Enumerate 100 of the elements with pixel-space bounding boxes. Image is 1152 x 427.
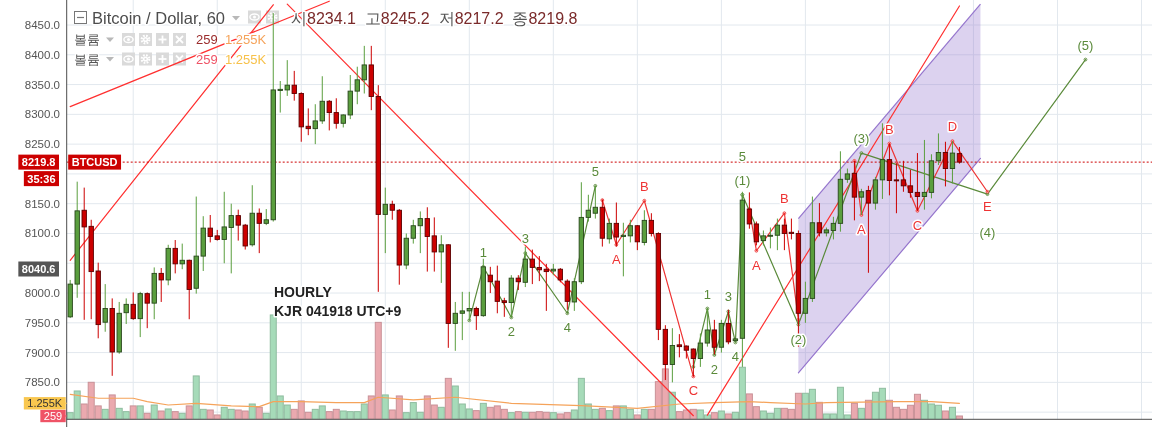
y-tick-label: 8150.0: [24, 197, 60, 210]
candlestick: [879, 122, 886, 200]
candlestick: [158, 267, 164, 303]
annotation: 5: [738, 148, 746, 164]
annotation: C: [688, 383, 699, 399]
annotation: KJR 041918 UTC+9: [274, 303, 402, 319]
y-tick-label: 8300.0: [24, 108, 60, 121]
bar: [633, 414, 641, 420]
bar: [437, 406, 445, 420]
bar: [857, 407, 865, 420]
candlestick: [753, 221, 760, 246]
candlestick: [620, 222, 626, 277]
y-tick-label: 8000.0: [24, 287, 60, 300]
bar: [640, 408, 648, 420]
annotation: 1: [479, 244, 487, 260]
annotation: E: [983, 198, 993, 214]
bar: [948, 406, 956, 420]
candlestick: [872, 176, 879, 211]
y-tick-label: 8350.0: [24, 78, 60, 91]
text: 35:36: [27, 172, 56, 185]
bar: [955, 415, 963, 420]
candlestick: [781, 218, 788, 251]
y-tick-label: 8450.0: [24, 19, 60, 32]
bar: [472, 410, 480, 420]
candlestick: [907, 169, 914, 199]
annotation: B: [640, 178, 649, 194]
candlestick: [676, 333, 683, 358]
text: Bitcoin / Dollar, 60: [92, 8, 225, 27]
annotation: 4: [563, 320, 571, 336]
annotation: 2: [507, 324, 515, 340]
bar: [136, 405, 144, 420]
annotation: (1): [734, 172, 751, 188]
bar: [717, 410, 725, 420]
candlestick: [802, 281, 809, 324]
candlestick: [669, 327, 676, 383]
annotation: (4): [979, 225, 996, 241]
bar: [157, 410, 165, 420]
y-tick-label: 7950.0: [24, 316, 60, 329]
bar: [521, 411, 529, 420]
candlestick: [382, 187, 388, 254]
y-tick-label: 8400.0: [24, 48, 60, 61]
bar: [185, 405, 193, 420]
candlestick: [921, 139, 928, 211]
y-tick-label: 8250.0: [24, 138, 60, 151]
candlestick: [865, 185, 872, 274]
bar: [710, 412, 718, 420]
bar: [171, 411, 179, 420]
candlestick: [256, 207, 262, 254]
candlestick: [774, 218, 781, 251]
candlestick: [718, 319, 725, 354]
bar: [381, 394, 389, 420]
annotation: 4: [731, 349, 739, 365]
y-tick-label: 8100.0: [24, 227, 60, 240]
annotation: 3: [521, 231, 529, 247]
bar: [248, 403, 256, 420]
annotation: (5): [1077, 37, 1094, 53]
annotation: A: [612, 251, 622, 267]
candlestick: [172, 239, 178, 274]
candlestick: [179, 243, 185, 270]
annotation: 1: [703, 286, 711, 302]
bar: [598, 407, 606, 420]
annotation: BTCUSD: [71, 156, 118, 169]
annotation: 3: [724, 289, 732, 305]
annotation: A: [857, 222, 867, 238]
bar: [143, 412, 151, 420]
bar: [255, 406, 263, 420]
candlestick: [648, 212, 655, 237]
bar: [941, 410, 949, 420]
bar: [612, 405, 620, 420]
candlestick: [130, 291, 136, 321]
annotation: HOURLY: [274, 284, 333, 300]
annotation: A: [752, 257, 762, 273]
bar: [108, 394, 116, 420]
y-tick-label: 7850.0: [24, 376, 60, 389]
candlestick: [767, 227, 774, 249]
candlestick: [935, 132, 942, 166]
annotation: B: [780, 191, 789, 207]
bar: [507, 412, 515, 420]
y-tick-label: 7900.0: [24, 346, 60, 359]
line-series: [69, 393, 961, 409]
candlestick: [606, 218, 612, 245]
candlestick: [438, 234, 444, 284]
bar: [605, 410, 613, 420]
candlestick: [123, 297, 129, 325]
text: 8040.6: [21, 262, 56, 275]
bar: [850, 402, 858, 420]
bar: [178, 412, 186, 420]
candlestick: [102, 283, 108, 333]
candlestick: [473, 306, 479, 331]
candlestick: [627, 219, 634, 243]
annotation: 5: [591, 163, 599, 179]
bar: [724, 413, 732, 420]
bar: [164, 408, 172, 420]
bar: [101, 408, 109, 420]
bar: [150, 404, 158, 420]
bar: [514, 411, 522, 420]
candlestick: [697, 333, 704, 368]
y2-tick-label: 1.255K: [27, 397, 63, 410]
candlestick: [788, 218, 795, 240]
candlestick: [634, 224, 641, 251]
